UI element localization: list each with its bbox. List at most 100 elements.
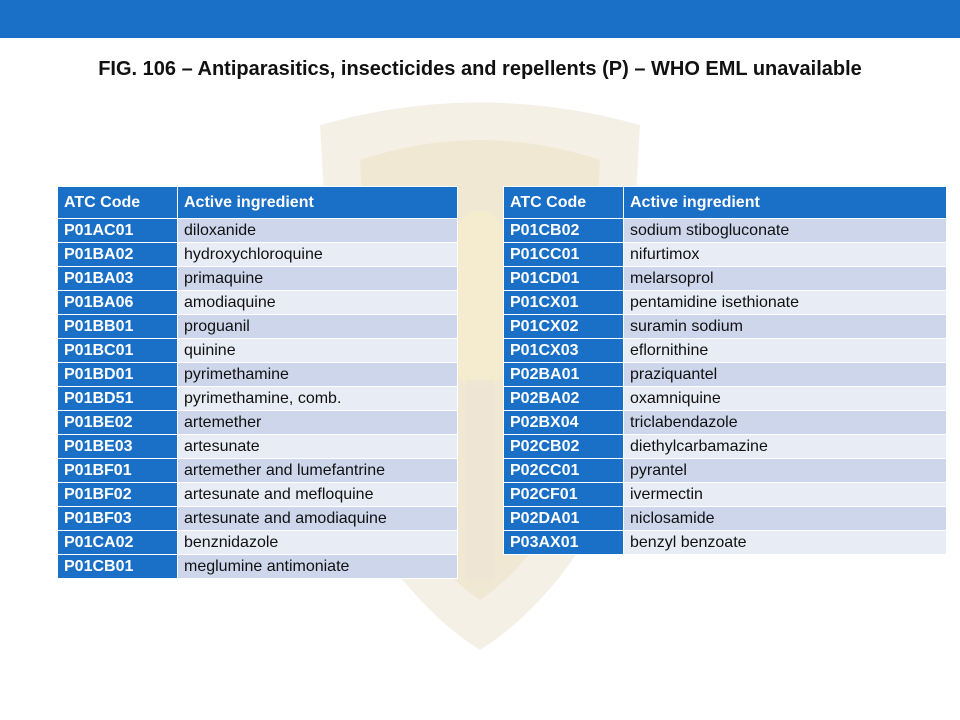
ingredient-cell: oxamniquine [623,386,947,411]
ingredient-cell: niclosamide [623,506,947,531]
ingredient-cell: amodiaquine [177,290,458,315]
code-cell: P01CA02 [57,530,178,555]
table-row: P01BB01 proguanil [57,314,458,339]
table-row: P01BC01 quinine [57,338,458,363]
torch [466,380,494,580]
table-row: P01BA06 amodiaquine [57,290,458,315]
code-cell: P01AC01 [57,218,178,243]
table-row: P01CX03 eflornithine [503,338,947,363]
ingredient-cell: artesunate and mefloquine [177,482,458,507]
code-cell: P01BF01 [57,458,178,483]
table-row: P01BE03 artesunate [57,434,458,459]
code-cell: P01CX02 [503,314,624,339]
code-cell: P01CD01 [503,266,624,291]
column-header: ATC Code [57,186,178,219]
code-cell: P02CB02 [503,434,624,459]
table-row: P02CC01 pyrantel [503,458,947,483]
table-row: P01CX01 pentamidine isethionate [503,290,947,315]
ingredient-cell: benzyl benzoate [623,530,947,555]
ingredient-cell: meglumine antimoniate [177,554,458,579]
code-cell: P01BF03 [57,506,178,531]
header-row: ATC Code Active ingredient [57,186,458,219]
code-cell: P01BB01 [57,314,178,339]
table-row: P01BF02 artesunate and mefloquine [57,482,458,507]
code-cell: P03AX01 [503,530,624,555]
ingredient-cell: pentamidine isethionate [623,290,947,315]
column-header: ATC Code [503,186,624,219]
code-cell: P02BX04 [503,410,624,435]
ingredient-cell: nifurtimox [623,242,947,267]
code-cell: P01BA03 [57,266,178,291]
ingredient-cell: eflornithine [623,338,947,363]
ingredient-cell: primaquine [177,266,458,291]
table-row: P01BD01 pyrimethamine [57,362,458,387]
code-cell: P01BF02 [57,482,178,507]
slide-title: FIG. 106 – Antiparasitics, insecticides … [98,58,862,80]
ingredient-cell: artemether and lumefantrine [177,458,458,483]
atc-table: ATC Code Active ingredient P01AC01 diloxani… [57,186,458,579]
ingredient-cell: pyrimethamine [177,362,458,387]
table-row: P03AX01 benzyl benzoate [503,530,947,555]
ingredient-cell: artesunate [177,434,458,459]
code-cell: P01BC01 [57,338,178,363]
code-cell: P01CX01 [503,290,624,315]
ingredient-cell: sodium stibogluconate [623,218,947,243]
code-cell: P01BD01 [57,362,178,387]
ingredient-cell: artesunate and amodiaquine [177,506,458,531]
ingredient-cell: proguanil [177,314,458,339]
table-row: P01CA02 benznidazole [57,530,458,555]
code-cell: P02BA02 [503,386,624,411]
flame [440,210,520,390]
code-cell: P02BA01 [503,362,624,387]
code-cell: P01CB01 [57,554,178,579]
atc-table: ATC Code Active ingredient P01CB02 sodium s… [503,186,947,555]
table-row: P02CB02 diethylcarbamazine [503,434,947,459]
column-header: Active ingredient [177,186,458,219]
table-row: P02BA02 oxamniquine [503,386,947,411]
table-row: P02BA01 praziquantel [503,362,947,387]
code-cell: P01BE03 [57,434,178,459]
code-cell: P01BE02 [57,410,178,435]
code-cell: P02CF01 [503,482,624,507]
code-cell: P01BD51 [57,386,178,411]
table-row: P01CX02 suramin sodium [503,314,947,339]
column-header: Active ingredient [623,186,947,219]
code-cell: P01BA06 [57,290,178,315]
code-cell: P01CB02 [503,218,624,243]
ingredient-cell: artemether [177,410,458,435]
table-row: P01BE02 artemether [57,410,458,435]
code-cell: P01BA02 [57,242,178,267]
ingredient-cell: ivermectin [623,482,947,507]
ingredient-cell: hydroxychloroquine [177,242,458,267]
ingredient-cell: benznidazole [177,530,458,555]
ingredient-cell: suramin sodium [623,314,947,339]
table-row: P01BA02 hydroxychloroquine [57,242,458,267]
table-row: P01BF01 artemether and lumefantrine [57,458,458,483]
ingredient-cell: quinine [177,338,458,363]
code-cell: P02DA01 [503,506,624,531]
code-cell: P01CC01 [503,242,624,267]
ingredient-cell: pyrantel [623,458,947,483]
table-row: P01CC01 nifurtimox [503,242,947,267]
table-row: P01CD01 melarsoprol [503,266,947,291]
table-row: P01BA03 primaquine [57,266,458,291]
code-cell: P02CC01 [503,458,624,483]
table-row: P01BD51 pyrimethamine, comb. [57,386,458,411]
table-row: P02BX04 triclabendazole [503,410,947,435]
table-row: P01BF03 artesunate and amodiaquine [57,506,458,531]
ingredient-cell: diethylcarbamazine [623,434,947,459]
top-bar [0,0,960,38]
ingredient-cell: praziquantel [623,362,947,387]
table-row: P01AC01 diloxanide [57,218,458,243]
table-row: P01CB02 sodium stibogluconate [503,218,947,243]
table-row: P02CF01 ivermectin [503,482,947,507]
ingredient-cell: pyrimethamine, comb. [177,386,458,411]
code-cell: P01CX03 [503,338,624,363]
ingredient-cell: triclabendazole [623,410,947,435]
ingredient-cell: diloxanide [177,218,458,243]
header-row: ATC Code Active ingredient [503,186,947,219]
table-row: P01CB01 meglumine antimoniate [57,554,458,579]
ingredient-cell: melarsoprol [623,266,947,291]
table-row: P02DA01 niclosamide [503,506,947,531]
